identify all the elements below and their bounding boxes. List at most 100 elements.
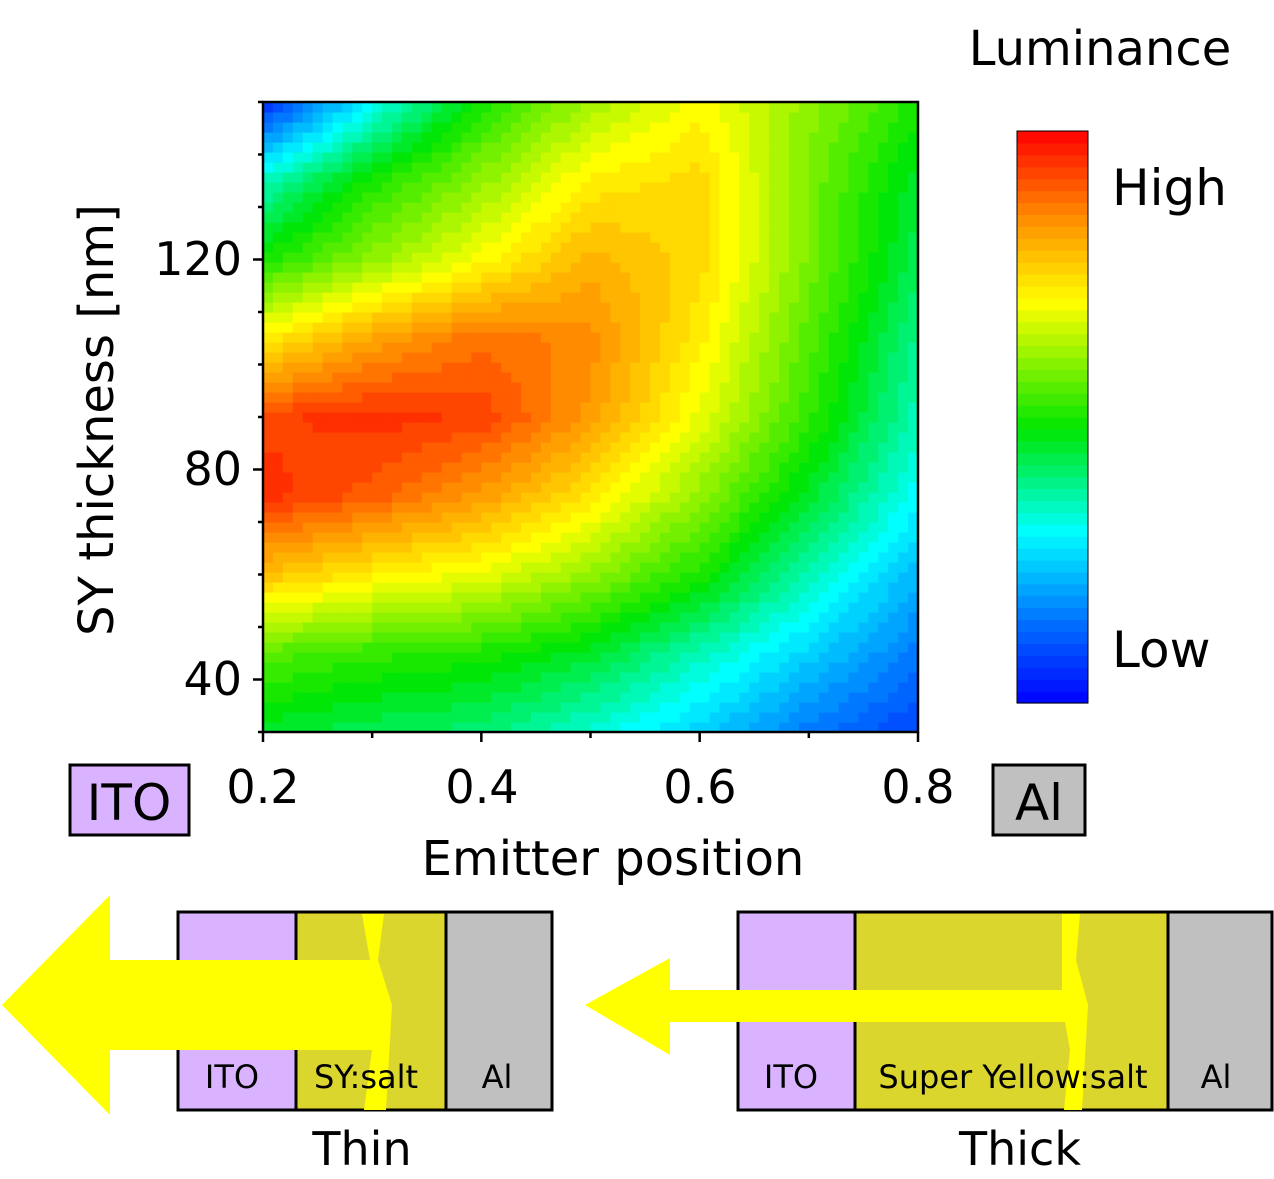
heatmap-cell	[342, 532, 353, 543]
heatmap-cell	[898, 312, 909, 323]
heatmap-cell	[888, 192, 899, 203]
heatmap-cell	[382, 462, 393, 473]
heatmap-cell	[530, 592, 542, 603]
heatmap-cell	[322, 292, 334, 303]
heatmap-cell	[282, 112, 294, 123]
heatmap-cell	[739, 102, 750, 113]
heatmap-cell	[679, 312, 691, 323]
heatmap-cell	[600, 232, 611, 243]
heatmap-cell	[868, 582, 879, 593]
heatmap-cell	[372, 722, 383, 733]
heatmap-cell	[511, 692, 522, 703]
heatmap-cell	[530, 192, 542, 203]
heatmap-cell	[372, 682, 383, 693]
heatmap-cell	[650, 222, 661, 233]
heatmap-cell	[521, 422, 532, 433]
heatmap-cell	[808, 352, 820, 363]
heatmap-cell	[808, 452, 820, 463]
heatmap-cell	[659, 482, 671, 493]
heatmap-cell	[699, 172, 711, 183]
heatmap-cell	[580, 502, 592, 513]
heatmap-cell	[521, 552, 532, 563]
heatmap-cell	[699, 402, 711, 413]
heatmap-cell	[828, 202, 840, 213]
heatmap-cell	[272, 632, 284, 643]
heatmap-cell	[292, 412, 304, 423]
heatmap-cell	[868, 492, 879, 503]
heatmap-cell	[749, 292, 760, 303]
heatmap-cell	[580, 302, 592, 313]
heatmap-cell	[272, 702, 284, 713]
heatmap-cell	[570, 492, 582, 503]
heatmap-cell	[451, 492, 463, 503]
heatmap-cell	[769, 422, 780, 433]
heatmap-cell	[441, 432, 453, 443]
heatmap-cell	[908, 702, 919, 713]
heatmap-cell	[779, 262, 790, 273]
heatmap-cell	[640, 582, 651, 593]
heatmap-cell	[392, 142, 403, 153]
heatmap-cell	[471, 142, 482, 153]
heatmap-cell	[411, 212, 423, 223]
heatmap-cell	[640, 632, 651, 643]
heatmap-cell	[868, 152, 879, 163]
heatmap-cell	[729, 112, 740, 123]
heatmap-cell	[769, 122, 780, 133]
heatmap-cell	[729, 552, 740, 563]
heatmap-cell	[868, 552, 879, 563]
heatmap-cell	[392, 652, 403, 663]
heatmap-cell	[282, 482, 294, 493]
heatmap-cell	[749, 512, 760, 523]
heatmap-cell	[292, 692, 304, 703]
heatmap-cell	[838, 412, 850, 423]
heatmap-cell	[858, 142, 869, 153]
heatmap-cell	[431, 172, 443, 183]
heatmap-cell	[888, 182, 899, 193]
heatmap-cell	[858, 482, 869, 493]
heatmap-cell	[491, 112, 502, 123]
heatmap-cell	[749, 542, 760, 553]
heatmap-cell	[511, 302, 522, 313]
heatmap-cell	[590, 352, 602, 363]
heatmap-cell	[808, 692, 820, 703]
heatmap-cell	[491, 472, 502, 483]
heatmap-cell	[451, 202, 463, 213]
heatmap-cell	[630, 382, 641, 393]
heatmap-cell	[848, 222, 860, 233]
heatmap-cell	[352, 332, 363, 343]
heatmap-cell	[461, 242, 473, 253]
heatmap-cell	[292, 722, 304, 733]
heatmap-cell	[650, 422, 661, 433]
heatmap-cell	[769, 212, 780, 223]
heatmap-cell	[292, 292, 304, 303]
heatmap-cell	[471, 432, 482, 443]
heatmap-cell	[501, 532, 512, 543]
heatmap-cell	[401, 482, 413, 493]
heatmap-cell	[382, 232, 393, 243]
heatmap-cell	[779, 542, 790, 553]
heatmap-cell	[332, 382, 343, 393]
heatmap-cell	[501, 112, 512, 123]
heatmap-cell	[292, 362, 304, 373]
heatmap-cell	[858, 342, 869, 353]
heatmap-cell	[411, 162, 423, 173]
heatmap-cell	[540, 452, 552, 463]
heatmap-cell	[461, 562, 473, 573]
heatmap-cell	[372, 322, 383, 333]
heatmap-cell	[620, 322, 631, 333]
heatmap-cell	[411, 722, 423, 733]
heatmap-cell	[401, 212, 413, 223]
heatmap-cell	[392, 112, 403, 123]
heatmap-cell	[560, 402, 572, 413]
heatmap-cell	[729, 722, 740, 733]
heatmap-cell	[263, 572, 274, 583]
heatmap-cell	[689, 192, 701, 203]
heatmap-cell	[779, 482, 790, 493]
heatmap-cell	[848, 452, 860, 463]
heatmap-cell	[511, 262, 522, 273]
heatmap-cell	[570, 202, 582, 213]
heatmap-cell	[808, 582, 820, 593]
heatmap-cell	[521, 152, 532, 163]
heatmap-cell	[272, 342, 284, 353]
heatmap-cell	[848, 502, 860, 513]
